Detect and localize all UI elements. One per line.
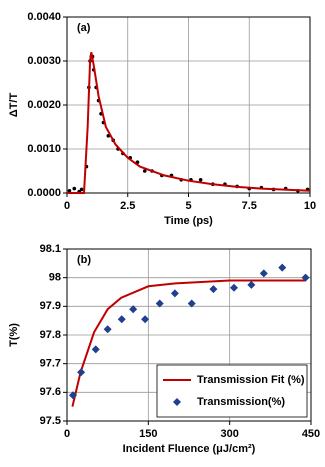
data-point	[187, 299, 196, 308]
plot-border	[66, 248, 312, 422]
data-point	[103, 325, 112, 334]
data-point	[301, 273, 310, 282]
x-tick-label: 0	[64, 200, 70, 212]
x-tick-label: 5	[185, 200, 191, 212]
x-tick-label: 10	[304, 200, 316, 212]
legend-box	[156, 364, 308, 418]
fit-line	[71, 279, 306, 407]
y-tick-label: 0.0010	[27, 143, 61, 155]
x-tick-label: 0	[64, 428, 70, 440]
y-tick-label: 98	[49, 272, 61, 284]
y-tick-label: 0.0040	[27, 11, 61, 23]
data-point	[198, 178, 203, 182]
y-tick-label: 97.9	[40, 300, 61, 312]
data-point	[79, 187, 84, 192]
plot-border	[66, 16, 311, 194]
y-tick-label: 0.0030	[27, 55, 61, 67]
legend-swatch	[173, 398, 181, 406]
x-axis-title: Time (ps)	[164, 215, 213, 227]
data-point	[117, 315, 126, 324]
data-point	[129, 305, 138, 314]
panel-label: (b)	[77, 254, 91, 266]
y-axis-title: T(%)	[8, 323, 20, 347]
x-tick-label: 450	[302, 428, 320, 440]
y-tick-label: 97.8	[40, 329, 61, 341]
data-point	[230, 283, 239, 292]
data-point	[155, 299, 164, 308]
panel-label: (a)	[77, 22, 91, 34]
data-point	[142, 169, 147, 173]
y-axis-title: ΔT/T	[8, 93, 20, 118]
fit-line	[67, 52, 311, 194]
data-point	[72, 186, 77, 191]
data-point	[141, 315, 150, 324]
x-tick-label: 150	[139, 428, 157, 440]
x-tick-label: 2.5	[120, 200, 135, 212]
y-tick-label: 0.0000	[27, 187, 61, 199]
y-tick-label: 0.0020	[27, 99, 61, 111]
data-point	[68, 391, 77, 400]
data-point	[77, 368, 86, 377]
data-point	[259, 269, 268, 278]
legend-label: Transmission Fit (%)	[197, 374, 305, 386]
data-point	[278, 263, 287, 272]
data-point	[170, 289, 179, 298]
y-tick-label: 97.5	[40, 415, 61, 427]
legend-label: Transmission(%)	[197, 396, 285, 408]
y-tick-label: 98.1	[40, 243, 61, 255]
data-point	[247, 280, 256, 289]
data-point	[67, 189, 72, 193]
x-tick-label: 7.5	[242, 200, 257, 212]
data-point	[91, 345, 100, 354]
data-point	[209, 285, 218, 294]
x-tick-label: 300	[220, 428, 238, 440]
x-axis-title: Incident Fluence (μJ/cm²)	[123, 443, 256, 455]
y-tick-label: 97.6	[40, 386, 61, 398]
y-tick-label: 97.7	[40, 358, 61, 370]
